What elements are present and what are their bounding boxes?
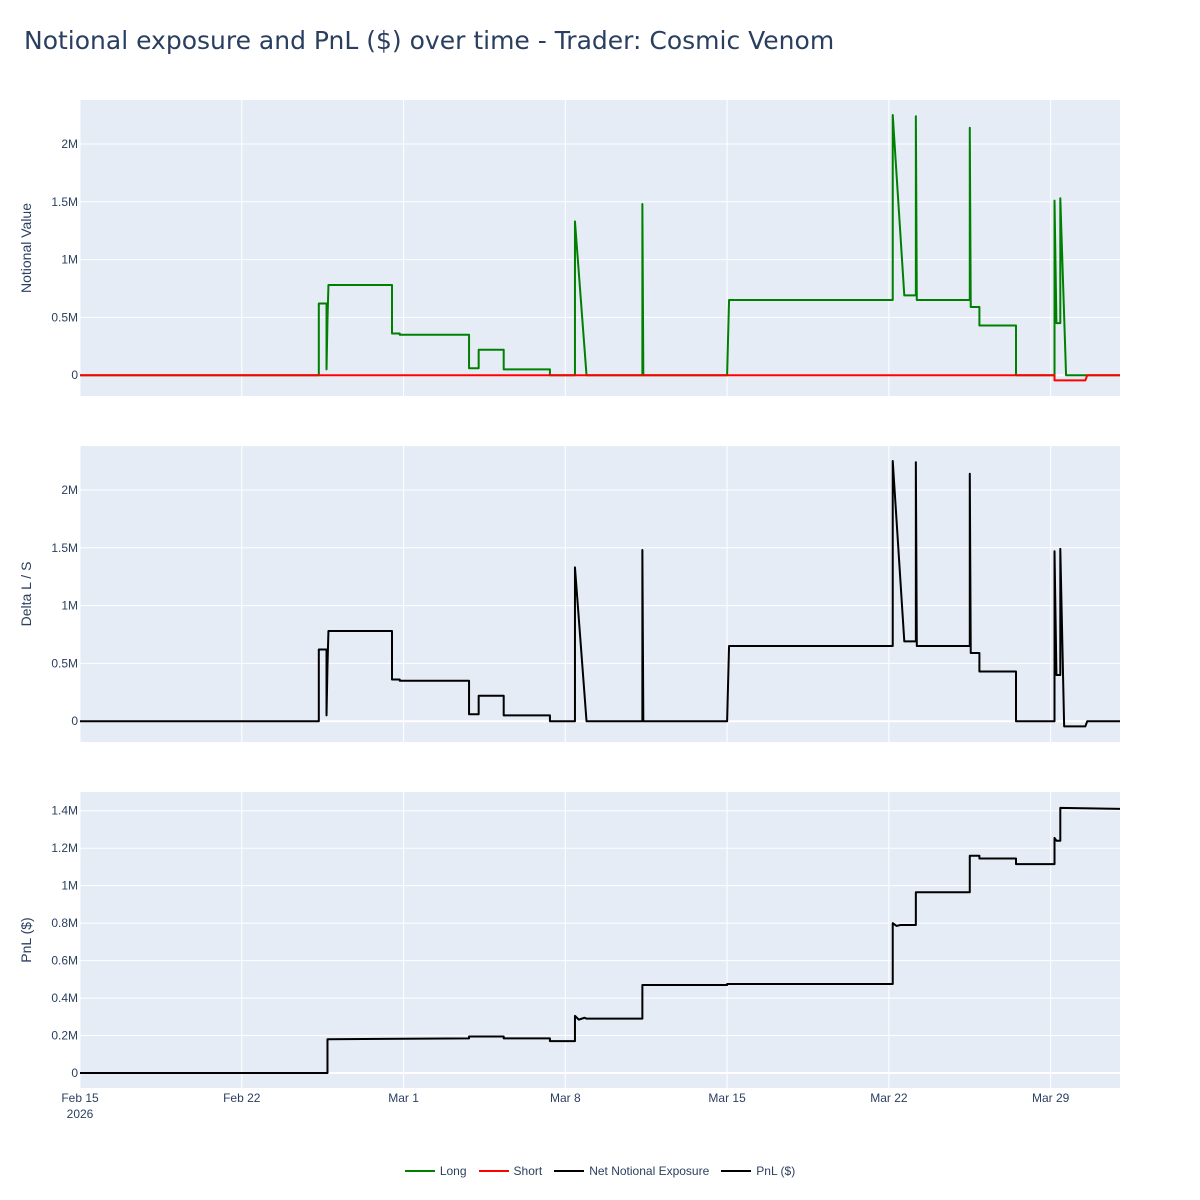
legend-swatch-pnl [721,1170,752,1172]
x-tick-label: Mar 22 [870,1091,908,1105]
y-tick-label: 2M [61,483,78,497]
series-line-net-notional-exposure [80,460,1120,728]
x-tick-label: Feb 22 [223,1091,261,1105]
plot-area-3 [80,792,1120,1088]
x-tick-label: Mar 1 [388,1091,419,1105]
legend-swatch-net-notional-exposure [554,1170,585,1172]
y-axis-title: Delta L / S [18,562,34,627]
x-tick-label: Feb 15 [61,1091,99,1105]
y-tick-label: 0.4M [51,991,78,1005]
x-tick-year-label: 2026 [67,1107,94,1121]
y-tick-label: 0 [71,714,78,728]
x-tick-label: Mar 29 [1032,1091,1070,1105]
x-tick-label: Mar 15 [708,1091,746,1105]
subplot-2: 0 0.5M 1M 1.5M 2M Delta L / S [18,446,1120,742]
series-line-short [80,374,1120,382]
plot-area-1 [80,100,1120,396]
legend-swatch-short [478,1170,509,1172]
y-tick-label: 1.5M [51,195,78,209]
series-line-long [80,114,1120,377]
plot-area-2 [80,446,1120,742]
chart-title: Notional exposure and PnL ($) over time … [24,26,835,55]
y-tick-label: 1M [61,599,78,613]
legend-label-short: Short [513,1164,543,1178]
y-tick-label: 1.2M [51,841,78,855]
y-tick-label: 2M [61,137,78,151]
subplot-3: 0 0.2M 0.4M 0.6M 0.8M 1M 1.2M 1.4M PnL ($) Feb 15… [18,792,1121,1121]
legend-label-long: Long [439,1164,467,1178]
y-tick-label: 0.5M [51,656,78,670]
series-line-pnl [80,806,1121,1075]
legend-label-net-notional-exposure: Net Notional Exposure [589,1164,710,1178]
y-tick-label: 1.4M [51,804,78,818]
legend-item-short[interactable]: Short [478,1164,543,1178]
legend-item-pnl[interactable]: PnL ($) [721,1164,795,1178]
y-tick-label: 0.8M [51,916,78,930]
legend-swatch-long [404,1170,435,1172]
x-tick-label: Mar 8 [550,1091,581,1105]
y-tick-label: 0.5M [51,310,78,324]
y-tick-label: 1M [61,879,78,893]
legend-item-net-notional-exposure[interactable]: Net Notional Exposure [554,1164,709,1178]
y-tick-label: 0 [71,368,78,382]
y-tick-label: 1M [61,253,78,267]
chart-legend: Long Short Net Notional Exposure PnL ($) [0,1164,1200,1178]
legend-item-long[interactable]: Long [404,1164,467,1178]
legend-label-pnl: PnL ($) [756,1164,796,1178]
y-axis-title: Notional Value [18,203,34,293]
y-tick-label: 0.6M [51,954,78,968]
subplot-1: 0 0.5M 1M 1.5M 2M Notional Value [18,100,1120,396]
y-tick-label: 1.5M [51,541,78,555]
y-axis-title: PnL ($) [18,917,34,962]
y-tick-label: 0.2M [51,1029,78,1043]
y-tick-label: 0 [71,1066,78,1080]
